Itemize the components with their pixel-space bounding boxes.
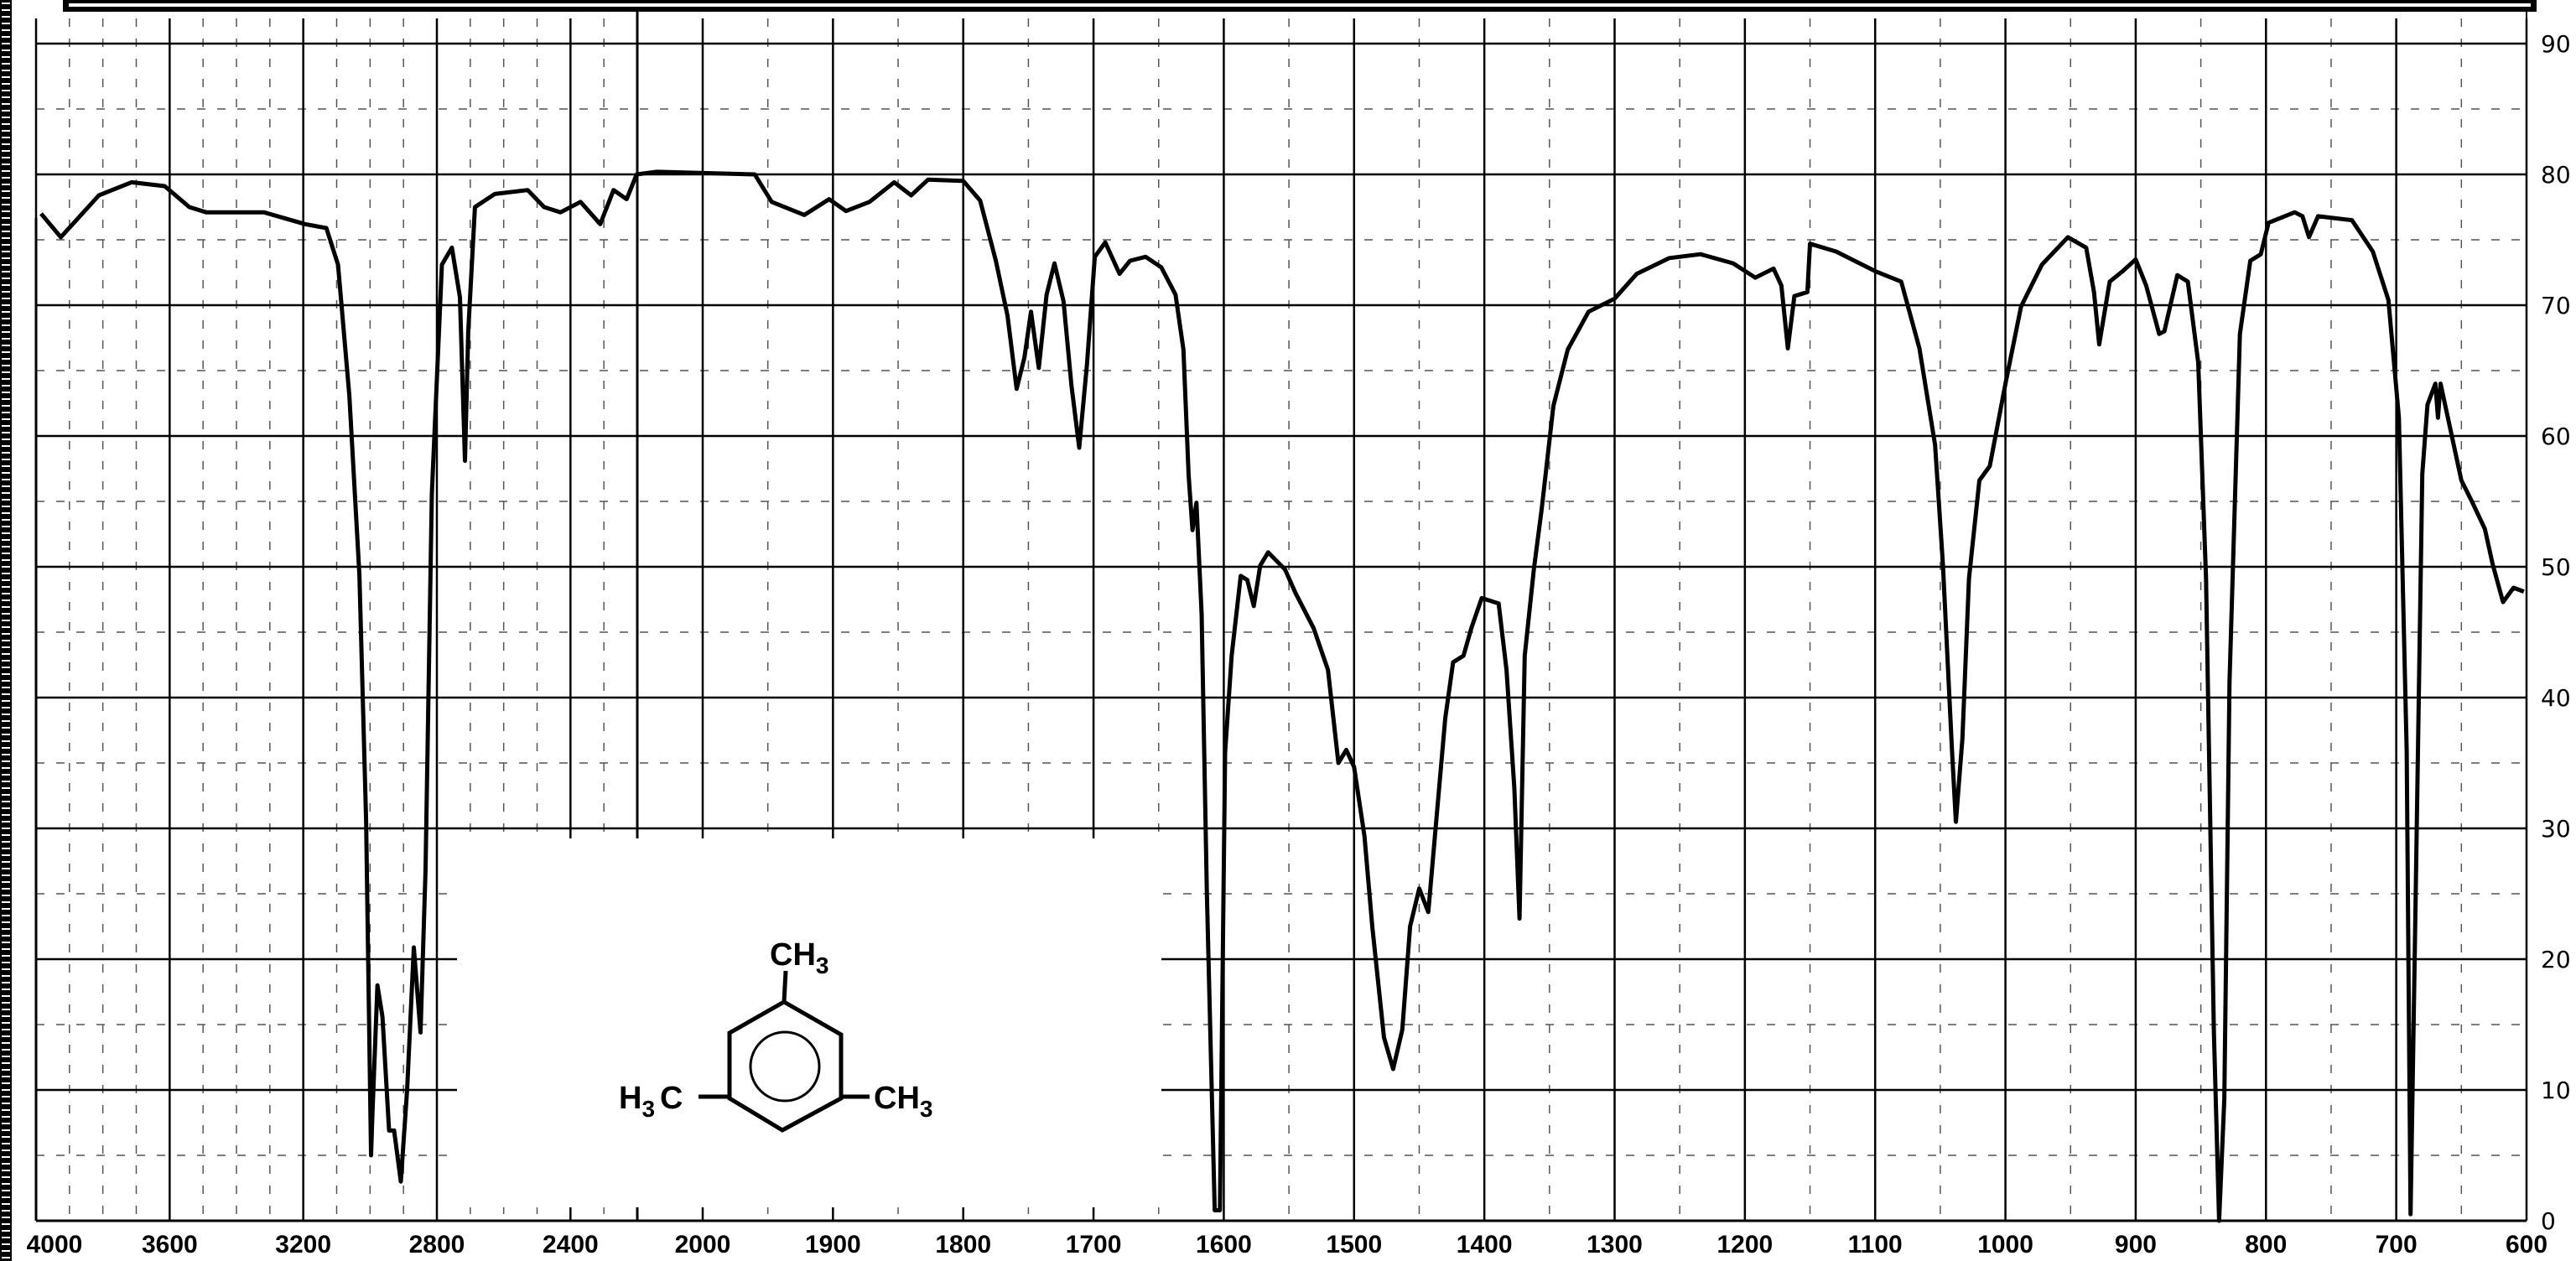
x-axis-ticks: 4000 3600 3200 2800 2400 2000 1900 1800 1700 1600… <box>27 1231 2547 1258</box>
x-tick-label: 3600 <box>142 1231 198 1258</box>
x-tick-label: 2000 <box>675 1231 731 1258</box>
x-tick-label: 800 <box>2245 1231 2287 1258</box>
x-tick-label: 1900 <box>805 1231 861 1258</box>
y-axis-ticks: 90 80 70 60 50 40 30 20 10 0 <box>2541 30 2571 1235</box>
y-tick-label: 60 <box>2541 423 2571 450</box>
methyl-label-left: H3 C <box>619 1081 683 1122</box>
x-tick-label: 700 <box>2376 1231 2418 1258</box>
top-border-inner <box>69 3 2531 7</box>
bond-top <box>782 970 788 1003</box>
y-tick-label: 10 <box>2541 1077 2571 1104</box>
methyl-label-top: CH3 <box>770 937 828 978</box>
spectrum-series <box>39 169 2525 1223</box>
x-tick-label: 1300 <box>1587 1231 1643 1258</box>
aromatic-circle <box>749 1030 821 1103</box>
x-tick-label: 4000 <box>27 1231 83 1258</box>
y-tick-label: 50 <box>2541 553 2571 581</box>
x-tick-label: 600 <box>2506 1231 2547 1258</box>
x-tick-label: 3200 <box>275 1231 331 1258</box>
y-tick-label: 30 <box>2541 815 2571 843</box>
y-tick-label: 90 <box>2541 30 2571 58</box>
methyl-label-right: CH3 <box>874 1081 932 1122</box>
left-edge-strip <box>0 0 12 1261</box>
mesitylene-structure <box>699 970 870 1133</box>
x-tick-label: 1700 <box>1066 1231 1122 1258</box>
y-tick-label: 20 <box>2541 946 2571 973</box>
benzene-ring <box>727 999 844 1133</box>
methyl-right-sub: 3 <box>920 1096 933 1122</box>
x-tick-label: 1400 <box>1457 1231 1513 1258</box>
x-tick-label: 1000 <box>1977 1231 2033 1258</box>
structure-background <box>457 838 1161 1207</box>
y-tick-label: 70 <box>2541 292 2571 319</box>
methyl-left-pre: H <box>619 1081 641 1116</box>
methyl-left-sub: 3 <box>641 1096 655 1122</box>
y-tick-label: 40 <box>2541 684 2571 712</box>
x-tick-label: 900 <box>2115 1231 2157 1258</box>
x-tick-label: 2800 <box>409 1231 465 1258</box>
methyl-left-post: C <box>660 1081 683 1116</box>
x-tick-label: 1200 <box>1716 1231 1773 1258</box>
x-tick-label: 1500 <box>1326 1231 1382 1258</box>
methyl-right-main: CH <box>874 1081 920 1116</box>
spectrum-line <box>39 169 2525 1223</box>
x-tick-label: 2400 <box>543 1231 599 1258</box>
methyl-top-sub: 3 <box>816 952 829 978</box>
y-tick-label: 80 <box>2541 161 2571 189</box>
x-tick-label: 1600 <box>1196 1231 1252 1258</box>
x-tick-label: 1800 <box>935 1231 991 1258</box>
y-tick-label: 0 <box>2541 1207 2556 1235</box>
x-tick-label: 1100 <box>1848 1231 1903 1258</box>
methyl-top-main: CH <box>770 937 816 973</box>
